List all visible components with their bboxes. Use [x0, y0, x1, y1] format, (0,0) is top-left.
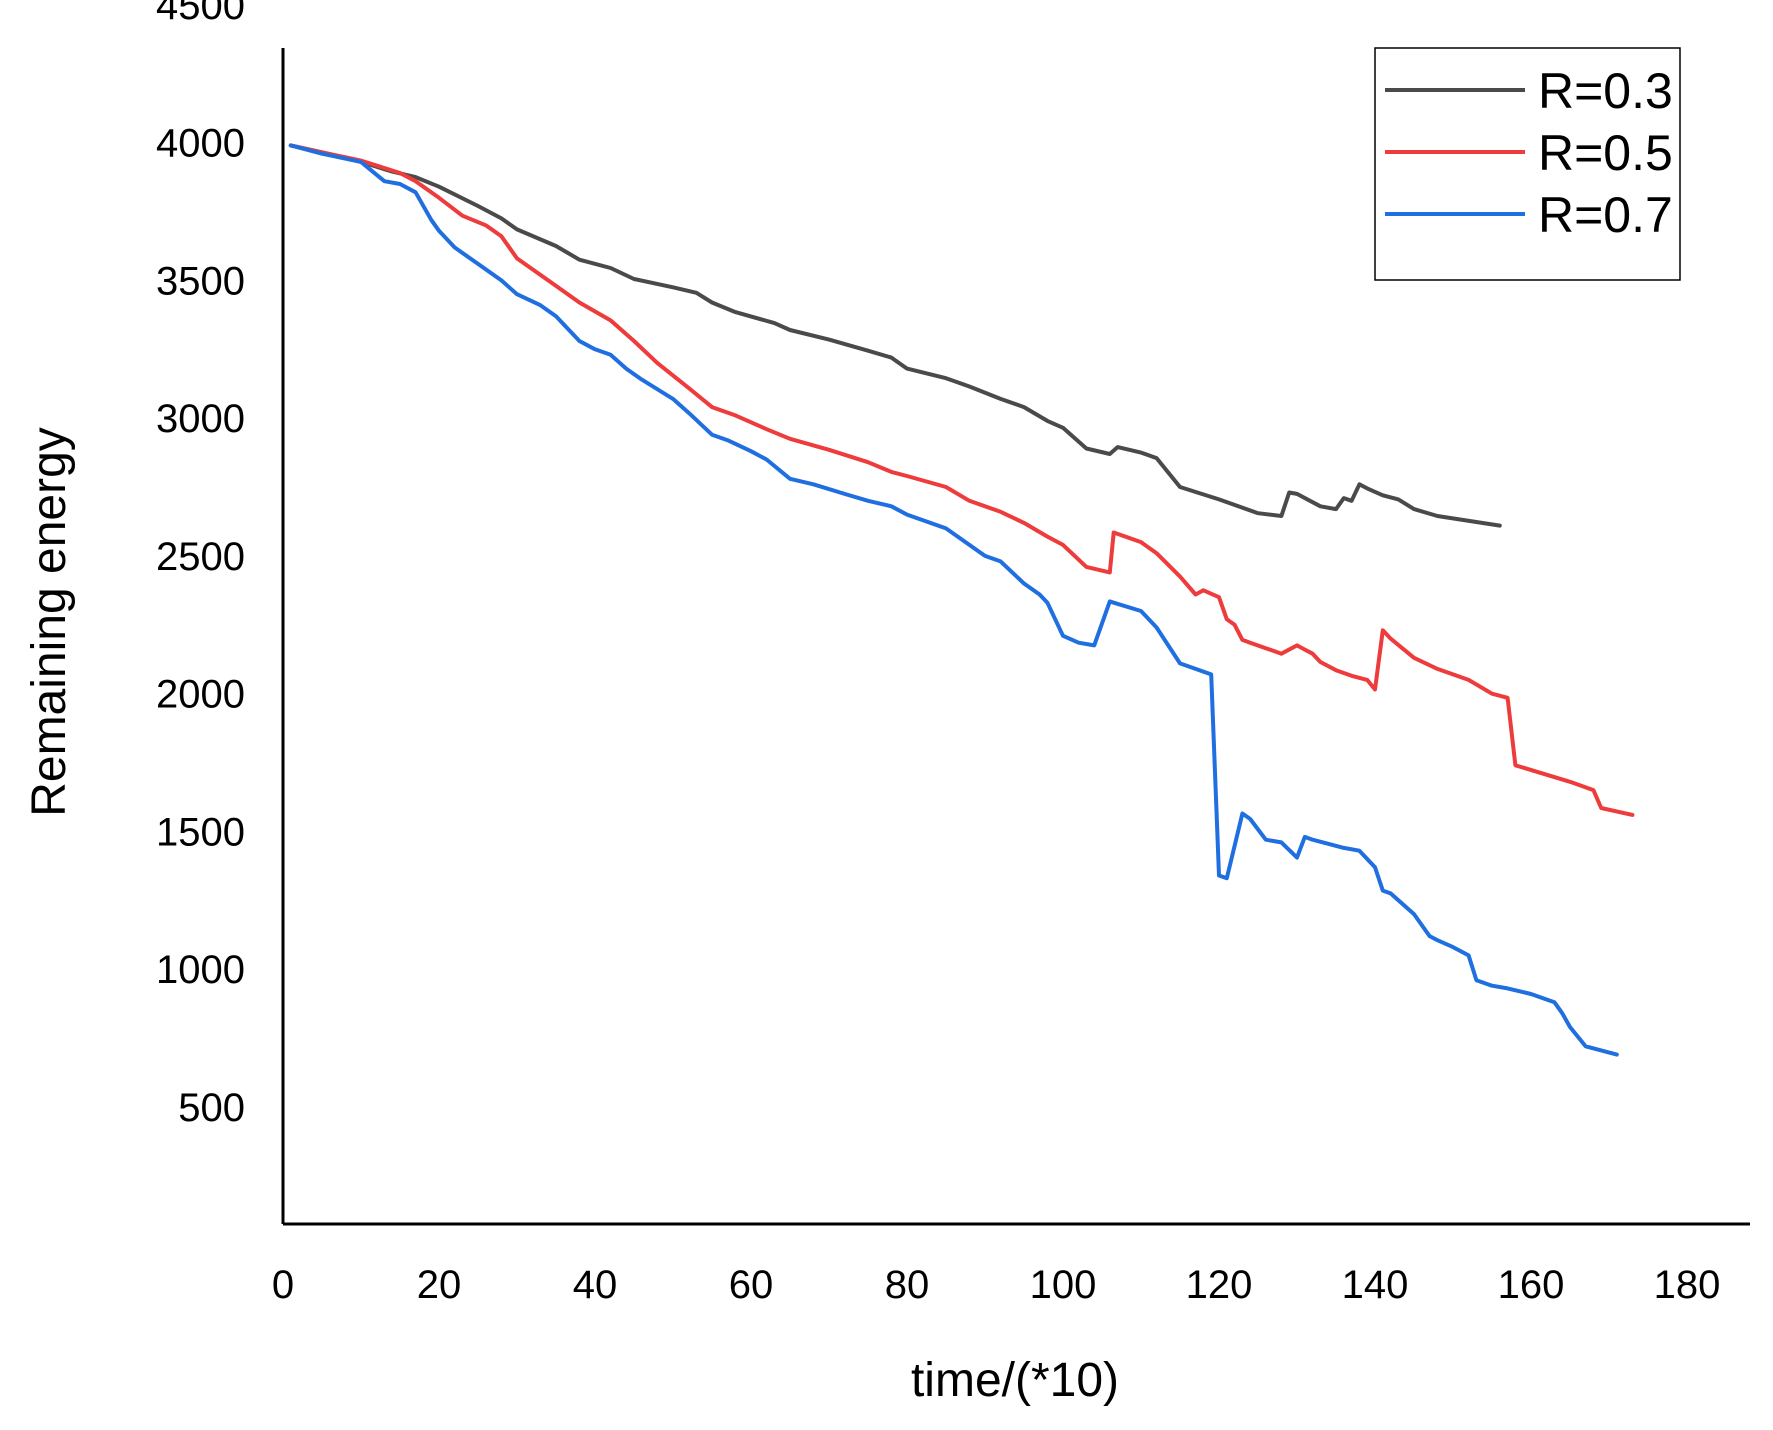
legend-box — [1374, 47, 1681, 281]
x-axis-title: time/(*10) — [911, 1354, 1119, 1407]
x-tick-label: 140 — [1342, 1263, 1409, 1307]
legend-label: R=0.3 — [1538, 63, 1673, 119]
series-line-r-0-5 — [288, 143, 1635, 817]
y-tick-label: 500 — [178, 1086, 245, 1130]
legend-label: R=0.5 — [1538, 125, 1673, 181]
x-tick-label: 160 — [1498, 1263, 1565, 1307]
x-tick-labels: 0 20 40 60 80 100 120 140 160 180 — [272, 1263, 1721, 1307]
x-tick-label: 80 — [885, 1263, 930, 1307]
y-tick-labels: 500 1000 1500 2000 2500 3000 3500 4000 4500 — [156, 0, 245, 1130]
y-tick-label: 3500 — [156, 259, 245, 303]
series-line-r-0-3 — [288, 143, 1502, 528]
y-axis-title: Remaining energy — [23, 427, 76, 817]
y-tick-label: 4000 — [156, 122, 245, 166]
y-tick-label: 1500 — [156, 810, 245, 854]
plot-lines — [288, 143, 1635, 1057]
y-tick-label: 3000 — [156, 397, 245, 441]
y-tick-label: 2000 — [156, 673, 245, 717]
y-tick-label: 1000 — [156, 948, 245, 992]
axes — [281, 48, 1750, 1226]
legend: R=0.3 R=0.5 R=0.7 — [1374, 47, 1681, 281]
y-tick-label: 4500 — [156, 0, 245, 28]
x-tick-label: 40 — [573, 1263, 618, 1307]
x-tick-label: 0 — [272, 1263, 294, 1307]
x-tick-label: 60 — [729, 1263, 774, 1307]
series-line-r-0-7 — [288, 143, 1619, 1057]
x-tick-label: 120 — [1186, 1263, 1253, 1307]
y-tick-label: 2500 — [156, 535, 245, 579]
x-tick-label: 100 — [1030, 1263, 1097, 1307]
x-tick-label: 20 — [417, 1263, 462, 1307]
legend-label: R=0.7 — [1538, 187, 1673, 243]
x-tick-label: 180 — [1654, 1263, 1721, 1307]
